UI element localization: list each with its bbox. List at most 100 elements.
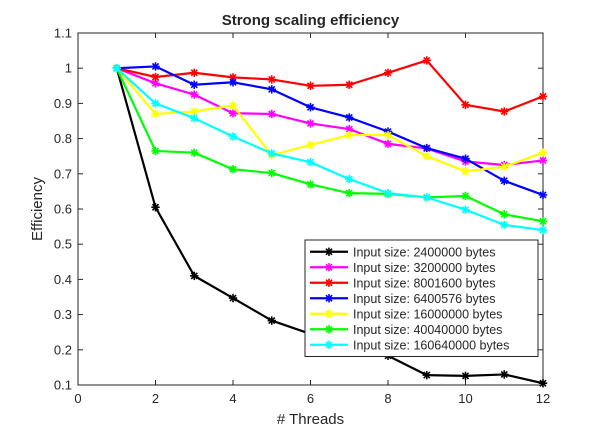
legend-item: Input size: 160640000 bytes (310, 338, 509, 352)
marker-stroke (500, 163, 508, 171)
series-4 (112, 62, 548, 200)
marker-stroke (229, 78, 237, 86)
series-line (115, 67, 544, 173)
marker-stroke (461, 192, 470, 200)
marker-stroke (539, 226, 547, 234)
series-line (116, 67, 544, 167)
data-point (190, 107, 199, 116)
marker-stroke (306, 158, 315, 166)
x-tick-label: 6 (307, 391, 314, 406)
data-point (461, 191, 470, 201)
data-point (461, 371, 470, 381)
marker-stroke (268, 169, 276, 177)
data-point (500, 162, 509, 171)
data-point (151, 72, 160, 82)
marker-stroke (423, 144, 431, 152)
marker-stroke (306, 180, 315, 188)
data-point (538, 156, 548, 165)
legend-marker (324, 278, 334, 287)
legend-marker (324, 294, 334, 303)
y-tick-label: 0.9 (54, 96, 72, 111)
data-point (306, 180, 315, 189)
data-point (345, 188, 354, 198)
data-point (383, 68, 393, 77)
data-point (190, 68, 199, 77)
data-point (228, 132, 238, 141)
data-point (538, 92, 548, 101)
data-point (538, 148, 548, 157)
data-point (345, 80, 354, 89)
data-point (151, 79, 160, 88)
data-point (461, 100, 470, 110)
legend-item: Input size: 2400000 bytes (310, 245, 495, 259)
legend-label: Input size: 40040000 bytes (353, 323, 502, 337)
series-line (116, 59, 544, 113)
legend: Input size: 2400000 bytes Input size: 320… (304, 239, 539, 357)
marker-stroke (423, 56, 431, 65)
marker-stroke (500, 210, 508, 218)
marker-stroke (325, 294, 333, 302)
data-point (345, 174, 354, 184)
marker-stroke (500, 221, 508, 229)
marker-stroke (229, 101, 237, 110)
marker-stroke (190, 69, 198, 77)
data-point (267, 109, 276, 119)
data-point (538, 217, 548, 226)
data-point (500, 220, 509, 230)
data-point (500, 176, 509, 186)
legend-item: Input size: 40040000 bytes (310, 323, 502, 337)
marker-stroke (306, 82, 315, 90)
marker-stroke (345, 189, 353, 197)
legend-label: Input size: 16000000 bytes (353, 307, 502, 321)
x-tick-label: 10 (458, 391, 472, 406)
marker-stroke (325, 325, 333, 333)
marker-stroke (229, 109, 237, 117)
data-point (151, 99, 160, 108)
marker-stroke (461, 372, 470, 380)
marker-stroke (461, 155, 470, 163)
data-point (190, 148, 199, 157)
data-point (538, 190, 548, 200)
data-point (422, 152, 431, 161)
marker-stroke (345, 131, 353, 139)
series-line (116, 67, 544, 232)
marker-stroke (345, 81, 353, 89)
marker-stroke (229, 294, 237, 302)
y-tick-label: 0.8 (54, 131, 72, 146)
marker-stroke (345, 125, 353, 133)
data-point (267, 149, 276, 158)
x-axis-label: # Threads (277, 411, 344, 428)
marker-stroke (190, 272, 198, 280)
marker-stroke (325, 279, 333, 287)
marker-stroke (384, 189, 392, 197)
data-point (228, 165, 238, 174)
series-5 (112, 64, 548, 176)
legend-marker (324, 325, 334, 334)
marker-stroke (151, 99, 160, 107)
marker-stroke (190, 91, 198, 99)
data-point (500, 107, 509, 116)
data-point (306, 157, 315, 167)
data-point (267, 75, 276, 84)
marker-stroke (384, 140, 392, 148)
y-tick-label: 0.4 (54, 272, 72, 287)
data-point (228, 109, 238, 118)
data-point (151, 109, 160, 119)
legend-marker (324, 309, 334, 318)
data-point (190, 80, 199, 89)
legend-marker (324, 340, 334, 349)
marker-stroke (190, 81, 198, 89)
data-point (190, 271, 199, 281)
marker-stroke (306, 103, 315, 111)
marker-stroke (268, 110, 276, 118)
marker-stroke (539, 191, 547, 199)
legend-marker (324, 247, 334, 256)
marker-stroke (423, 371, 431, 379)
marker-stroke (345, 175, 353, 183)
data-point (267, 85, 276, 94)
marker-stroke (151, 147, 160, 155)
data-point (422, 56, 431, 65)
x-tick-label: 12 (536, 391, 550, 406)
